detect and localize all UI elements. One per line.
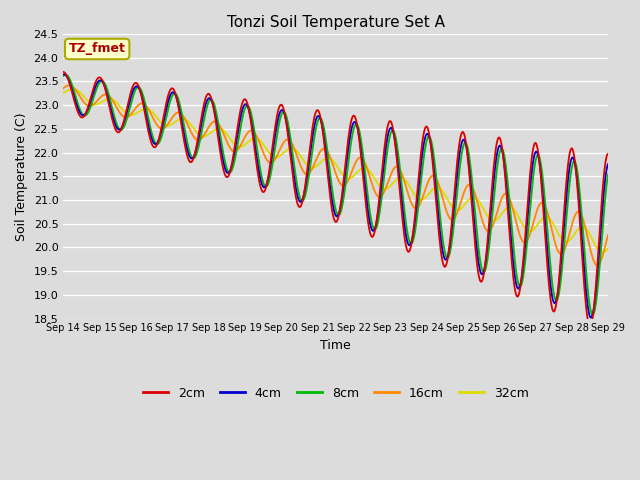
Text: TZ_fmet: TZ_fmet: [68, 43, 125, 56]
Y-axis label: Soil Temperature (C): Soil Temperature (C): [15, 112, 28, 240]
Legend: 2cm, 4cm, 8cm, 16cm, 32cm: 2cm, 4cm, 8cm, 16cm, 32cm: [138, 382, 534, 405]
Title: Tonzi Soil Temperature Set A: Tonzi Soil Temperature Set A: [227, 15, 445, 30]
X-axis label: Time: Time: [320, 339, 351, 352]
